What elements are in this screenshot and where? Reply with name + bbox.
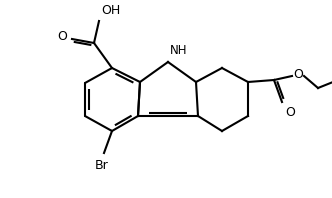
Text: O: O — [285, 106, 295, 119]
Text: O: O — [57, 30, 67, 43]
Text: O: O — [293, 68, 303, 81]
Text: OH: OH — [101, 4, 120, 17]
Text: NH: NH — [170, 44, 188, 57]
Text: Br: Br — [95, 159, 109, 172]
